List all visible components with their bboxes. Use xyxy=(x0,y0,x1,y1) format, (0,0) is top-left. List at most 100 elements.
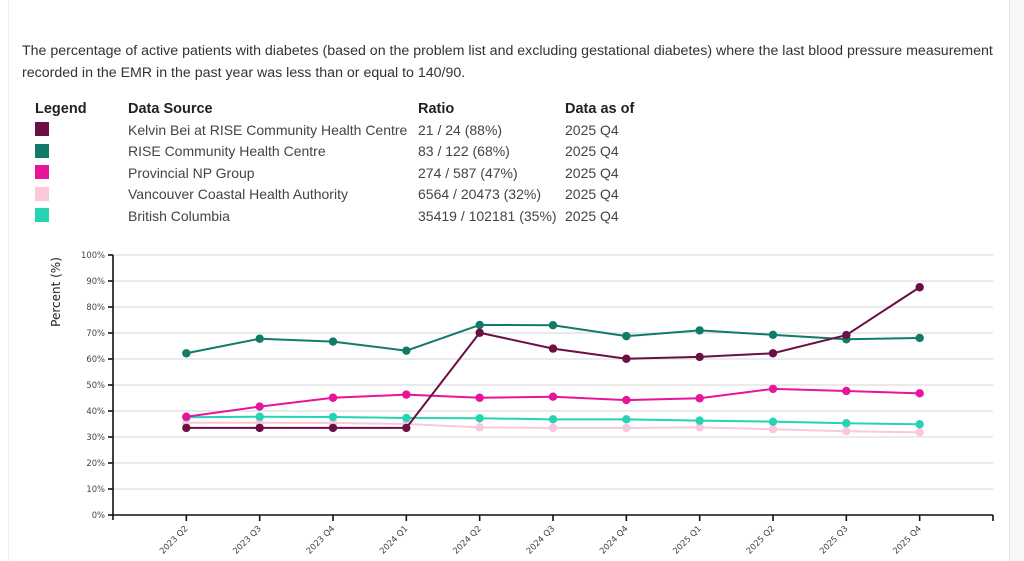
y-tick-label: 30% xyxy=(86,432,105,442)
data-point[interactable] xyxy=(548,415,558,424)
data-point[interactable] xyxy=(915,389,924,398)
ratio-cell: 83 / 122 (68%) xyxy=(418,143,510,160)
data-point[interactable] xyxy=(328,393,338,402)
legend-swatch-cell xyxy=(35,205,128,227)
data-point[interactable] xyxy=(402,346,411,355)
data-point[interactable] xyxy=(768,425,778,434)
legend-swatch-cell xyxy=(35,162,128,184)
data-point[interactable] xyxy=(328,423,338,433)
data-as-of-cell: 2025 Q4 xyxy=(565,164,619,181)
series-lines xyxy=(182,283,924,437)
legend-row: British Columbia 35419 / 102181 (35%) 2025… xyxy=(35,205,634,227)
x-tick-label: 2024 Q4 xyxy=(597,523,629,555)
indicator-description: The percentage of active patients with d… xyxy=(22,43,993,81)
data-point[interactable] xyxy=(842,419,851,428)
legend-swatch-cell xyxy=(35,119,128,141)
y-tick-label: 50% xyxy=(86,380,105,390)
data-point[interactable] xyxy=(255,412,264,421)
data-point[interactable] xyxy=(622,415,631,424)
data-point[interactable] xyxy=(622,331,631,341)
data-point[interactable] xyxy=(475,414,484,423)
data-point[interactable] xyxy=(622,354,631,363)
y-tick-label: 40% xyxy=(86,406,105,416)
data-point[interactable] xyxy=(328,337,338,346)
legend-header-row: Legend Data Source Ratio Data as of xyxy=(35,99,634,119)
data-point[interactable] xyxy=(182,412,191,421)
data-point[interactable] xyxy=(475,328,484,337)
data-as-of-cell: 2025 Q4 xyxy=(565,207,619,224)
data-source-cell: British Columbia xyxy=(128,207,230,224)
data-point[interactable] xyxy=(768,384,778,394)
series-provincial-np-group xyxy=(182,384,924,421)
x-tick-label: 2024 Q2 xyxy=(451,523,483,555)
x-tick-label: 2023 Q2 xyxy=(157,523,189,555)
legend-color-swatch xyxy=(35,165,49,180)
data-point[interactable] xyxy=(475,423,484,432)
data-point[interactable] xyxy=(328,412,338,422)
x-tick-label: 2023 Q3 xyxy=(231,523,263,555)
data-point[interactable] xyxy=(915,333,924,343)
data-point[interactable] xyxy=(255,334,264,343)
legend-color-swatch xyxy=(35,143,49,158)
data-point[interactable] xyxy=(255,402,264,411)
ratio-cell: 274 / 587 (47%) xyxy=(418,164,518,181)
data-point[interactable] xyxy=(768,417,778,426)
data-point[interactable] xyxy=(915,283,924,292)
data-source-cell: RISE Community Health Centre xyxy=(128,143,326,160)
legend-table: Legend Data Source Ratio Data as of Kelv… xyxy=(35,99,634,227)
right-scroll-panel xyxy=(1009,0,1024,561)
data-point[interactable] xyxy=(402,423,411,433)
legend-row: Kelvin Bei at RISE Community Health Cent… xyxy=(35,119,634,141)
axes: 0% 10% 20% 30% 40% 50% 60% 70% 80% 90% 100% 2023 Q2… xyxy=(81,250,994,556)
data-as-of-cell: 2025 Q4 xyxy=(565,143,619,160)
data-point[interactable] xyxy=(548,423,558,433)
y-tick-label: 60% xyxy=(86,354,105,364)
data-point[interactable] xyxy=(622,395,631,405)
data-point[interactable] xyxy=(548,392,558,401)
data-point[interactable] xyxy=(182,423,191,433)
data-point[interactable] xyxy=(915,428,924,437)
data-as-of-header: Data as of xyxy=(565,101,635,117)
legend-row: Provincial NP Group 274 / 587 (47%) 2025 Q… xyxy=(35,162,634,184)
y-tick-label: 10% xyxy=(86,484,105,494)
data-source-header: Data Source xyxy=(128,101,213,117)
data-point[interactable] xyxy=(182,349,191,358)
y-tick-label: 100% xyxy=(81,250,105,260)
data-point[interactable] xyxy=(842,386,851,396)
legend-color-swatch xyxy=(35,122,49,137)
data-source-cell: Kelvin Bei at RISE Community Health Cent… xyxy=(128,121,408,138)
y-tick-label: 20% xyxy=(86,458,105,468)
page-left-border xyxy=(8,0,9,561)
data-point[interactable] xyxy=(475,320,484,330)
data-point[interactable] xyxy=(695,423,704,432)
data-point[interactable] xyxy=(768,330,778,340)
data-point[interactable] xyxy=(255,423,264,433)
data-point[interactable] xyxy=(695,326,704,335)
series-vancouver-coastal-health-authority xyxy=(182,418,924,437)
x-tick-label: 2025 Q1 xyxy=(671,523,703,555)
data-point[interactable] xyxy=(695,352,704,362)
data-point[interactable] xyxy=(695,416,704,425)
ratio-cell: 6564 / 20473 (32%) xyxy=(418,186,541,203)
x-tick-label: 2025 Q4 xyxy=(891,523,923,555)
series-kelvin-bei-at-rise-community-health-centre xyxy=(182,283,924,433)
data-point[interactable] xyxy=(695,394,704,403)
legend-swatch-cell xyxy=(35,141,128,163)
data-point[interactable] xyxy=(622,423,631,433)
data-point[interactable] xyxy=(548,344,558,353)
y-tick-label: 80% xyxy=(86,302,105,312)
ratio-header: Ratio xyxy=(418,101,455,117)
data-point[interactable] xyxy=(768,349,778,358)
data-point[interactable] xyxy=(842,330,851,340)
data-point[interactable] xyxy=(475,393,484,402)
y-tick-label: 70% xyxy=(86,328,105,338)
y-tick-label: 0% xyxy=(92,510,105,520)
ratio-cell: 35419 / 102181 (35%) xyxy=(418,207,557,224)
data-point[interactable] xyxy=(548,321,558,330)
data-point[interactable] xyxy=(402,390,411,399)
legend-color-swatch xyxy=(35,208,49,223)
data-point[interactable] xyxy=(915,420,924,429)
series-rise-community-health-centre xyxy=(182,320,924,358)
data-point[interactable] xyxy=(842,427,851,436)
data-point[interactable] xyxy=(402,413,411,423)
